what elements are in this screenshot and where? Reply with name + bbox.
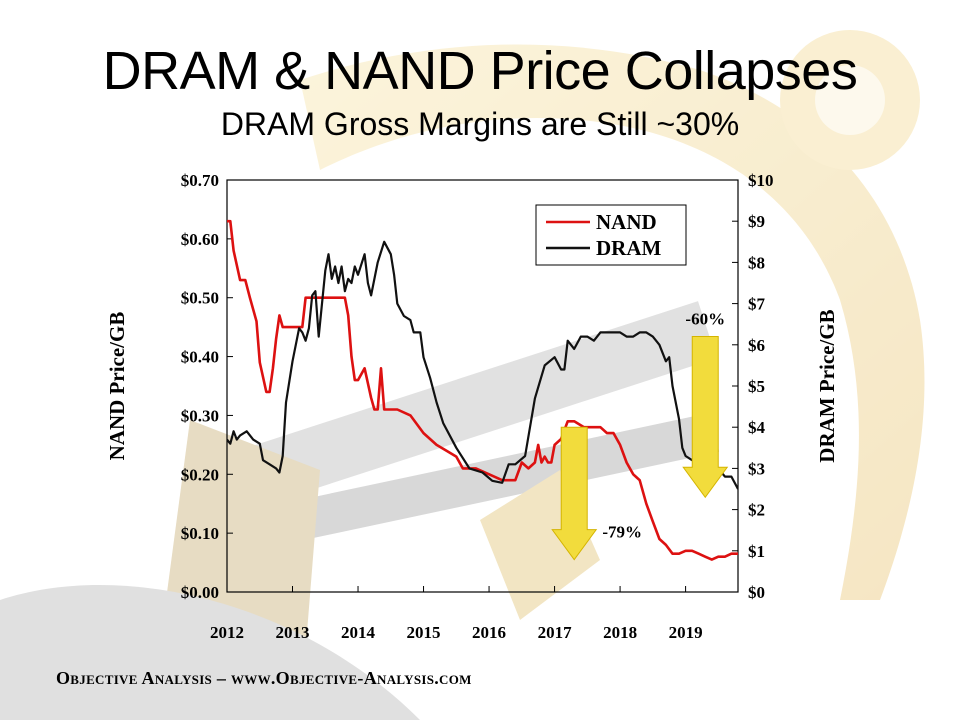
decline-annotation-2: -60%	[685, 310, 725, 329]
decline-arrow-2	[682, 336, 729, 499]
x-tick-label: 2012	[210, 623, 244, 642]
legend-label-dram: DRAM	[596, 236, 661, 260]
legend-box	[535, 204, 687, 266]
y-right-tick-label: $5	[748, 377, 765, 396]
decline-arrow-1	[551, 426, 598, 561]
y-right-tick-label: $2	[748, 501, 765, 520]
y-axis-right-title: DRAM Price/GB	[815, 309, 839, 462]
legend: NAND DRAM	[535, 204, 687, 266]
y-left-tick-label: $0.40	[181, 348, 219, 367]
chart-title: DRAM & NAND Price Collapses	[102, 41, 858, 101]
y-right-tick-label: $3	[748, 459, 765, 478]
x-tick-label: 2015	[407, 623, 441, 642]
x-tick-label: 2013	[276, 623, 310, 642]
y-left-tick-label: $0.20	[181, 465, 219, 484]
y-right-tick-label: $9	[748, 212, 765, 231]
y-right-tick-label: $1	[748, 542, 765, 561]
legend-label-nand: NAND	[596, 210, 657, 234]
y-right-tick-label: $4	[748, 418, 766, 437]
y-right-tick-label: $0	[748, 583, 765, 602]
x-tick-label: 2017	[538, 623, 573, 642]
y-left-tick-label: $0.50	[181, 289, 219, 308]
series-line-dram	[227, 240, 738, 490]
x-tick-label: 2014	[341, 623, 376, 642]
y-left-tick-label: $0.10	[181, 524, 219, 543]
y-right-tick-label: $6	[748, 336, 765, 355]
y-right-tick-label: $10	[748, 171, 774, 190]
series-line-nand	[227, 219, 738, 561]
y-left-tick-label: $0.30	[181, 406, 219, 425]
chart-subtitle: DRAM Gross Margins are Still ~30%	[220, 106, 740, 142]
y-left-tick-label: $0.00	[181, 583, 219, 602]
y-right-tick-label: $8	[748, 253, 765, 272]
x-tick-label: 2016	[472, 623, 506, 642]
y-left-tick-label: $0.70	[181, 171, 219, 190]
x-tick-label: 2019	[669, 623, 703, 642]
y-left-tick-label: $0.60	[181, 230, 219, 249]
x-tick-label: 2018	[603, 623, 637, 642]
decline-annotation-1: -79%	[602, 523, 642, 542]
y-axis-left-title: NAND Price/GB	[105, 312, 129, 461]
footer-credit: Objective Analysis – www.Objective-Analy…	[56, 668, 472, 688]
y-right-tick-label: $7	[748, 295, 766, 314]
